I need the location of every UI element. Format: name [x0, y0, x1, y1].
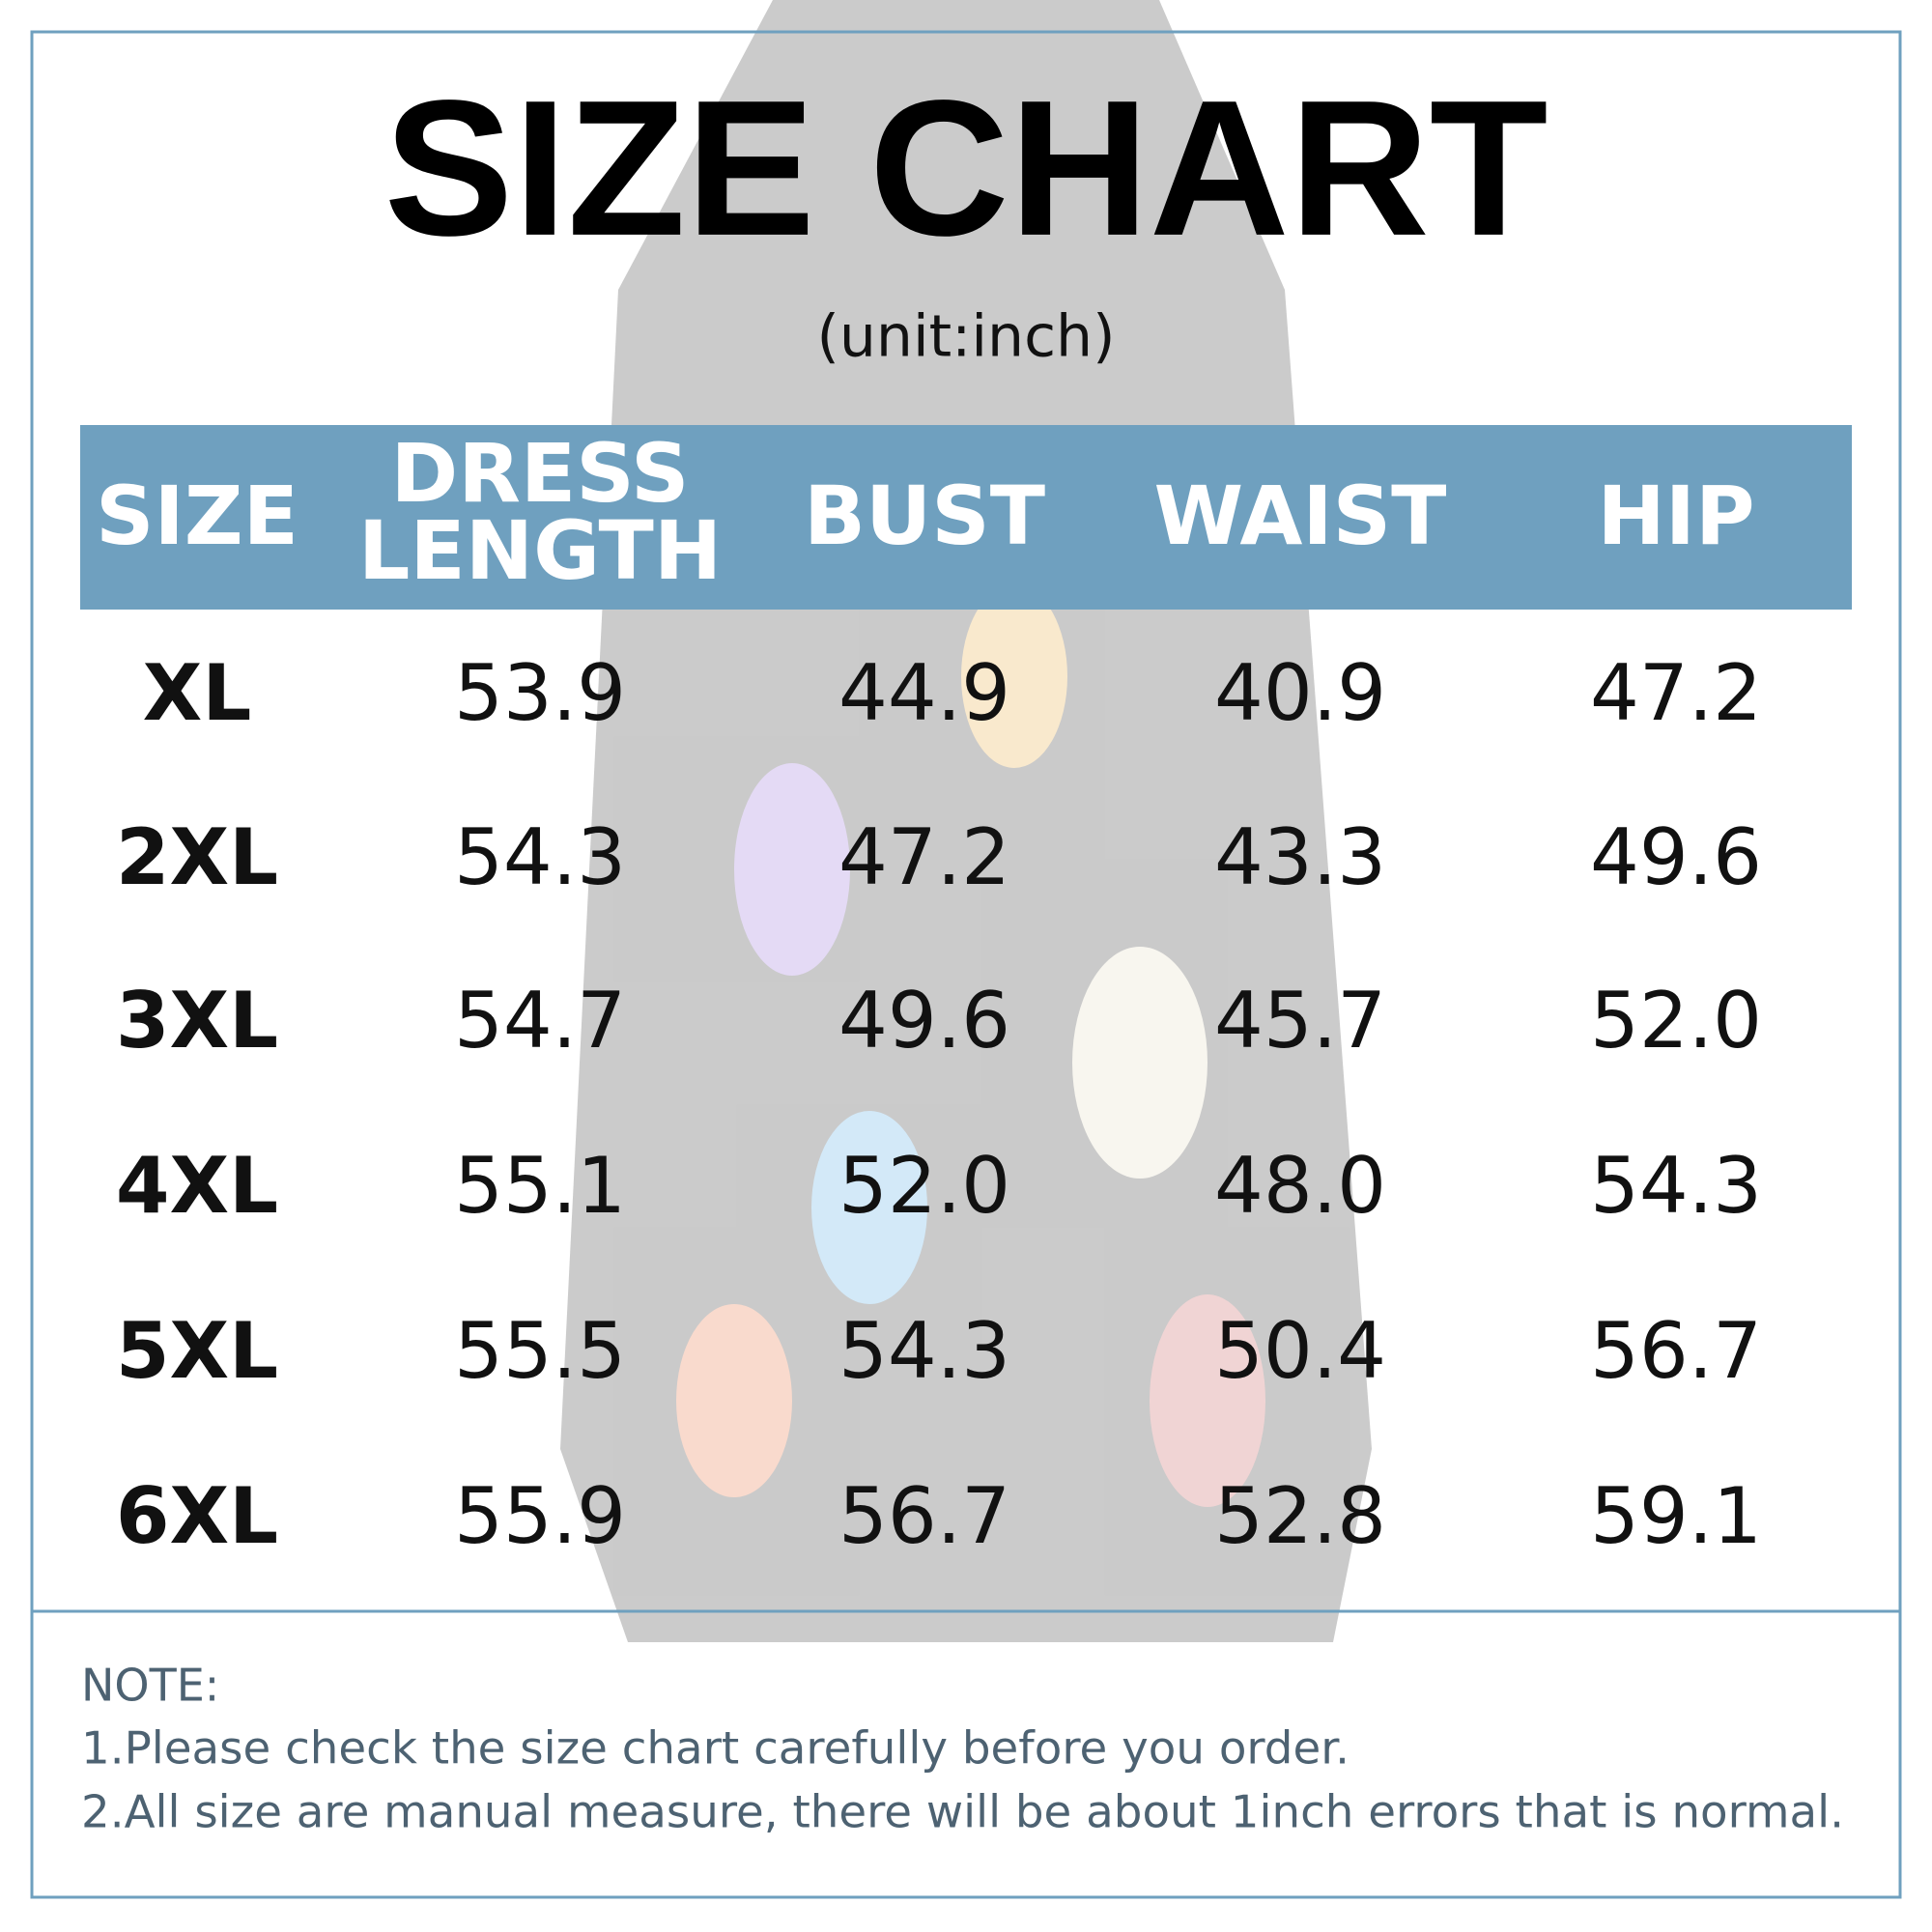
header-cell: BUST	[804, 469, 1045, 563]
size-cell: 6XL	[116, 1471, 278, 1561]
outer-border	[30, 30, 1902, 1899]
size-cell: 5XL	[116, 1306, 278, 1396]
value-cell: 47.2	[1590, 648, 1762, 738]
value-cell: 40.9	[1214, 648, 1386, 738]
value-cell: 48.0	[1214, 1141, 1386, 1231]
note-heading: NOTE:	[81, 1660, 219, 1712]
header-cell: WAIST	[1154, 469, 1447, 563]
value-cell: 52.0	[838, 1141, 1010, 1231]
subtitle: (unit:inch)	[817, 303, 1116, 371]
value-cell: 54.3	[1590, 1141, 1762, 1231]
value-cell: 53.9	[454, 648, 626, 738]
table: SIZE DRESS LENGTH BUST WAIST HIP XL 53.9 44.9 40.…	[96, 426, 1762, 1561]
value-cell: 55.1	[454, 1141, 626, 1231]
value-cell: 54.3	[454, 812, 626, 902]
value-cell: 49.6	[838, 976, 1010, 1065]
value-cell: 55.9	[454, 1471, 626, 1561]
value-cell: 54.3	[838, 1306, 1010, 1396]
background-photo	[560, 0, 1372, 1642]
value-cell: 44.9	[838, 648, 1010, 738]
header-cell: HIP	[1597, 469, 1754, 563]
size-cell: 3XL	[116, 976, 278, 1065]
value-cell: 56.7	[838, 1471, 1010, 1561]
value-cell: 43.3	[1214, 812, 1386, 902]
size-cell: XL	[143, 648, 252, 738]
value-cell: 49.6	[1590, 812, 1762, 902]
title: SIZE CHART	[384, 61, 1548, 276]
note-line: 1.Please check the size chart carefully …	[81, 1722, 1350, 1775]
header-cell: SIZE	[96, 469, 298, 563]
value-cell: 52.0	[1590, 976, 1762, 1065]
value-cell: 52.8	[1214, 1471, 1386, 1561]
value-cell: 47.2	[838, 812, 1010, 902]
value-cell: 55.5	[454, 1306, 626, 1396]
value-cell: 50.4	[1214, 1306, 1386, 1396]
value-cell: 54.7	[454, 976, 626, 1065]
note-line: 2.All size are manual measure, there wil…	[81, 1786, 1844, 1838]
header-band	[80, 425, 1852, 610]
value-cell: 45.7	[1214, 976, 1386, 1065]
value-cell: 56.7	[1590, 1306, 1762, 1396]
value-cell: 59.1	[1590, 1471, 1762, 1561]
size-cell: 2XL	[116, 812, 278, 902]
size-cell: 4XL	[116, 1141, 278, 1231]
header-cell: DRESS LENGTH	[358, 426, 722, 598]
